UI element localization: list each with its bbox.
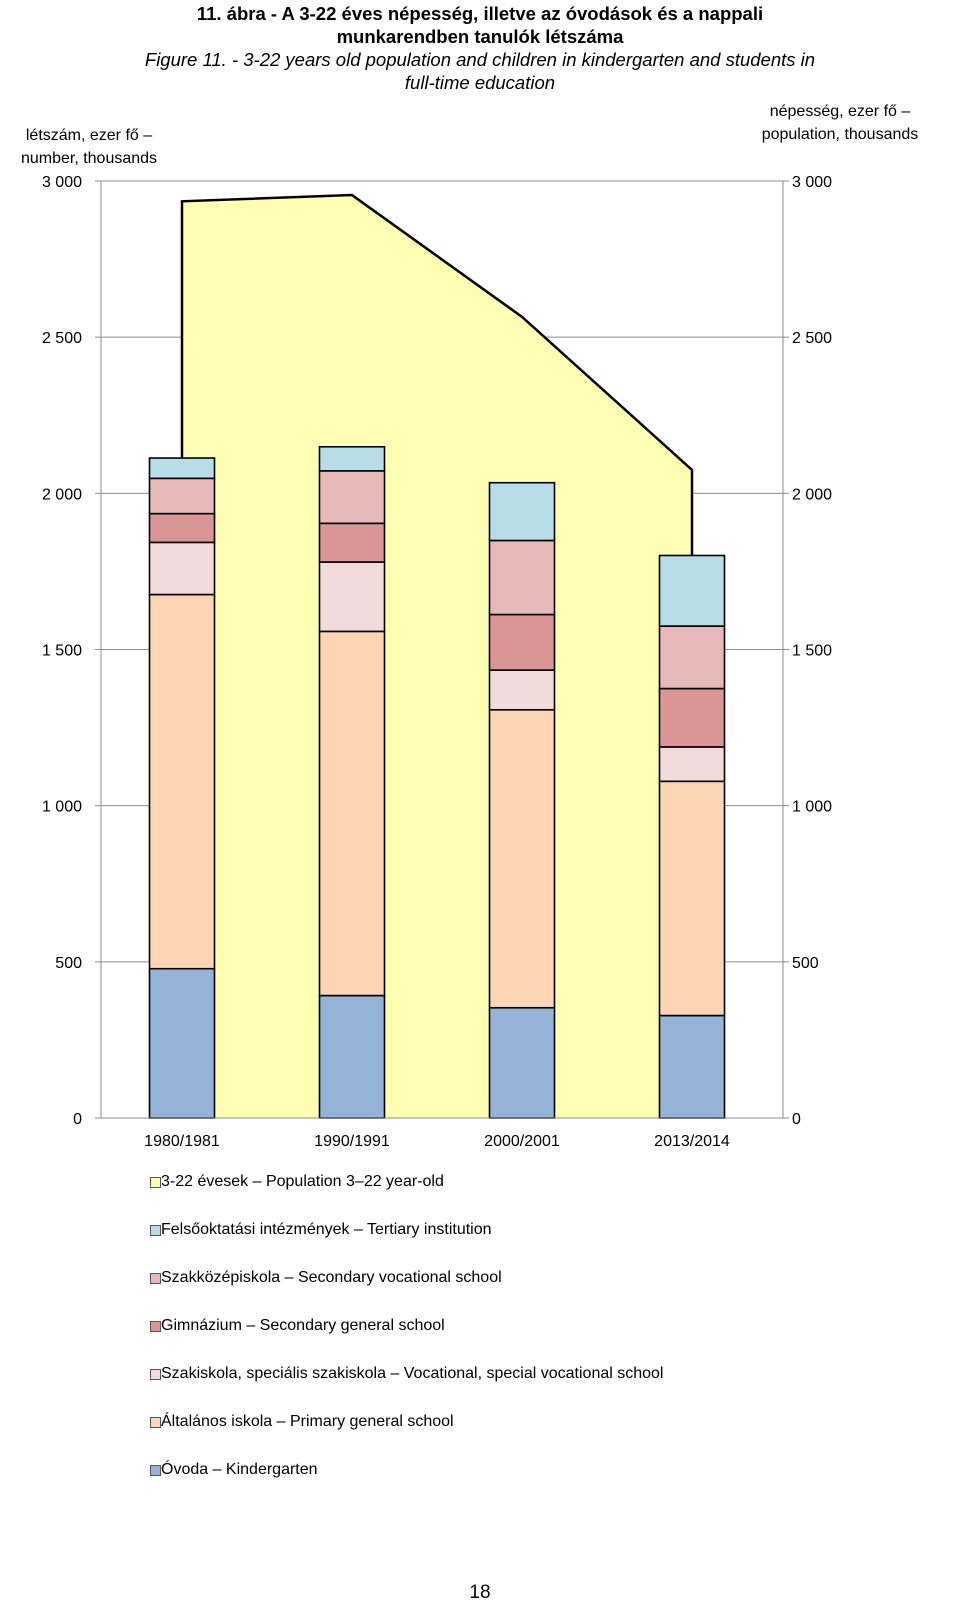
bar-segment [488, 613, 556, 671]
left-axis-title: létszám, ezer fő – number, thousands [0, 124, 178, 170]
bar-segment [488, 708, 556, 1009]
right-tick-label: 3 000 [792, 174, 832, 191]
left-tick-label: 3 000 [42, 174, 82, 191]
legend-label: Gimnázium – Secondary general school [161, 1317, 445, 1334]
right-tick-label: 1 500 [792, 643, 832, 660]
bar-segment [148, 593, 216, 970]
x-tick-label: 1980/1981 [144, 1133, 220, 1150]
bar-segment [318, 470, 386, 525]
legend-swatch [150, 1177, 161, 1188]
bar-segment [148, 541, 216, 596]
bar-segment [318, 445, 386, 472]
bar-segment [488, 539, 556, 616]
bar-segment [658, 687, 726, 748]
legend-label: Szakközépiskola – Secondary vocational s… [161, 1269, 502, 1286]
right-tick-label: 2 000 [792, 486, 832, 503]
bar-segment [658, 554, 726, 627]
population-area [182, 195, 692, 1118]
bar-segment [658, 625, 726, 690]
bar-segment [318, 561, 386, 633]
legend-swatch [150, 1225, 161, 1236]
bar-segment [658, 780, 726, 1017]
right-tick-label: 0 [792, 1111, 801, 1128]
left-tick-label: 2 500 [42, 330, 82, 347]
left-axis-title-line2: number, thousands [20, 150, 158, 167]
bar-segment [148, 967, 216, 1119]
left-tick-label: 1 000 [42, 799, 82, 816]
legend-label: Általános iskola – Primary general schoo… [161, 1413, 454, 1430]
legend-swatch [150, 1417, 161, 1428]
page-number: 18 [469, 1582, 491, 1603]
chart-title-hu-line1: 11. ábra - A 3-22 éves népesség, illetve… [196, 3, 764, 24]
bar-segment [148, 477, 216, 515]
left-tick-label: 0 [73, 1111, 82, 1128]
x-tick-label: 1990/1991 [314, 1133, 390, 1150]
chart-title-en-line1: Figure 11. - 3-22 years old population a… [144, 49, 816, 70]
legend-label: 3-22 évesek – Population 3–22 year-old [161, 1173, 444, 1190]
bar-segment [148, 512, 216, 544]
right-axis-title-line1: népesség, ezer fő – [769, 103, 911, 120]
legend-label: Szakiskola, speciális szakiskola – Vocat… [161, 1365, 664, 1382]
chart-title: 11. ábra - A 3-22 éves népesség, illetve… [0, 2, 960, 94]
bar-segment [318, 630, 386, 997]
left-tick-label: 2 000 [42, 486, 82, 503]
legend-swatch [150, 1273, 161, 1284]
bar-segment [318, 522, 386, 563]
bar-segment [488, 481, 556, 542]
chart-title-hu-line2: munkarendben tanulók létszáma [336, 26, 624, 47]
bar-segment [658, 1014, 726, 1119]
bar-segment [488, 669, 556, 711]
bar-segment [488, 1006, 556, 1119]
legend-swatch [150, 1369, 161, 1380]
legend-label: Óvoda – Kindergarten [161, 1461, 318, 1478]
right-tick-label: 2 500 [792, 330, 832, 347]
bar-segment [318, 994, 386, 1119]
legend-swatch [150, 1465, 161, 1476]
x-tick-label: 2013/2014 [654, 1133, 730, 1150]
left-tick-label: 1 500 [42, 643, 82, 660]
legend-swatch [150, 1321, 161, 1332]
right-tick-label: 1 000 [792, 799, 832, 816]
right-axis-title-line2: population, thousands [761, 126, 919, 143]
right-tick-label: 500 [792, 955, 819, 972]
left-axis-title-line1: létszám, ezer fő – [25, 127, 153, 144]
left-tick-label: 500 [55, 955, 82, 972]
chart-plot: 0 0 500 500 1 000 1 000 1 500 1 500 2 000 2 000 2 … [42, 174, 832, 1150]
x-tick-label: 2000/2001 [484, 1133, 560, 1150]
bar-segment [658, 746, 726, 783]
chart-title-en-line2: full-time education [404, 72, 556, 93]
legend-label: Felsőoktatási intézmények – Tertiary ins… [161, 1221, 492, 1238]
bar-segment [148, 457, 216, 480]
right-axis-title: népesség, ezer fő – population, thousand… [720, 100, 960, 146]
